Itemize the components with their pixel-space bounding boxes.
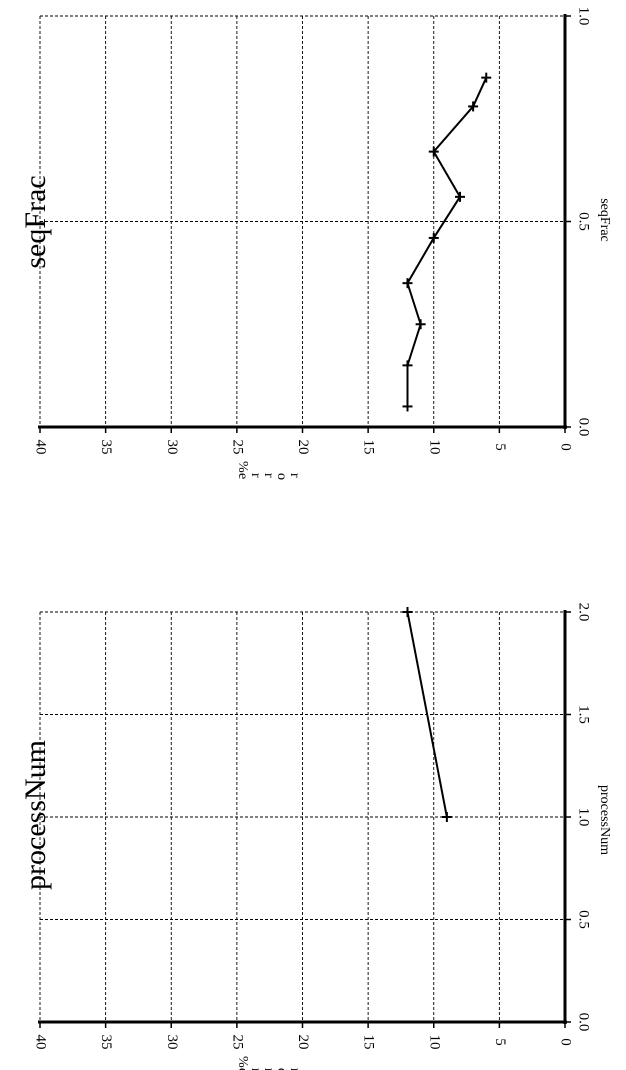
x-tick-label: 0.5	[576, 212, 592, 231]
x-axis-label: processNum	[597, 785, 612, 855]
y-tick-label: 10	[426, 440, 442, 455]
y-axis-label-letter: e	[235, 1068, 250, 1070]
y-tick-label: 0	[558, 1038, 574, 1046]
data-point	[415, 319, 426, 330]
y-tick-label: 30	[164, 1035, 180, 1050]
y-axis-label-letter: r	[248, 1068, 263, 1070]
y-axis-label-symbol: %	[235, 461, 250, 473]
y-axis-label: %error	[235, 1056, 302, 1070]
y-tick-label: 35	[98, 440, 114, 455]
data-point	[402, 607, 413, 617]
y-axis-label-letter: r	[261, 1068, 276, 1070]
y-axis-label: %error	[235, 461, 302, 480]
series-line	[406, 77, 488, 407]
y-axis-label-symbol: %	[235, 1056, 250, 1068]
y-tick-label: 40	[33, 440, 49, 455]
y-axis-label-letter: o	[274, 473, 289, 480]
chart-2: 0.00.51.00510152025303540seqFrac%errorse…	[19, 7, 612, 480]
x-tick-label: 0.0	[576, 418, 592, 437]
y-tick-label: 35	[98, 1035, 114, 1050]
data-point	[481, 72, 492, 83]
x-tick-label: 1.5	[576, 705, 592, 724]
y-tick-label: 10	[426, 1035, 442, 1050]
y-tick-label: 5	[492, 443, 508, 451]
y-tick-label: 5	[492, 1038, 508, 1046]
y-axis-label-letter: r	[287, 1068, 302, 1070]
y-axis-label-letter: r	[261, 473, 276, 478]
data-point	[402, 401, 413, 412]
x-axis-label: seqFrac	[597, 198, 612, 242]
y-tick-label: 20	[295, 440, 311, 455]
y-tick-label: 20	[295, 1035, 311, 1050]
y-axis-label-letter: e	[235, 473, 250, 479]
data-point	[428, 146, 439, 157]
data-point	[402, 278, 413, 289]
y-tick-label: 40	[33, 1035, 49, 1050]
x-tick-label: 1.0	[576, 7, 592, 26]
data-point	[402, 360, 413, 371]
y-tick-label: 0	[558, 443, 574, 451]
chart-title: processNum	[19, 740, 52, 890]
y-tick-label: 25	[229, 440, 245, 455]
x-tick-label: 1.0	[576, 808, 592, 827]
x-tick-label: 0.0	[576, 1013, 592, 1032]
data-point	[428, 232, 439, 243]
chart-1: 0.0 0.5 1.0 1.5 2.0 0 5 10 15 20 25 30 35 40 processNu…	[19, 603, 612, 1070]
y-axis-label-letter: r	[248, 473, 263, 478]
chart-title: seqFrac	[19, 175, 52, 268]
y-tick-label: 25	[229, 1035, 245, 1050]
data-point	[468, 101, 479, 112]
series-line	[406, 611, 448, 818]
data-point	[441, 812, 452, 822]
x-tick-label: 0.5	[576, 910, 592, 929]
x-tick-label: 2.0	[576, 603, 592, 622]
y-axis-label-letter: r	[287, 473, 302, 478]
y-axis-label-letter: o	[274, 1068, 289, 1070]
y-tick-label: 30	[164, 440, 180, 455]
y-tick-label: 15	[361, 1035, 377, 1050]
y-tick-label: 15	[361, 440, 377, 455]
data-point	[455, 191, 465, 202]
